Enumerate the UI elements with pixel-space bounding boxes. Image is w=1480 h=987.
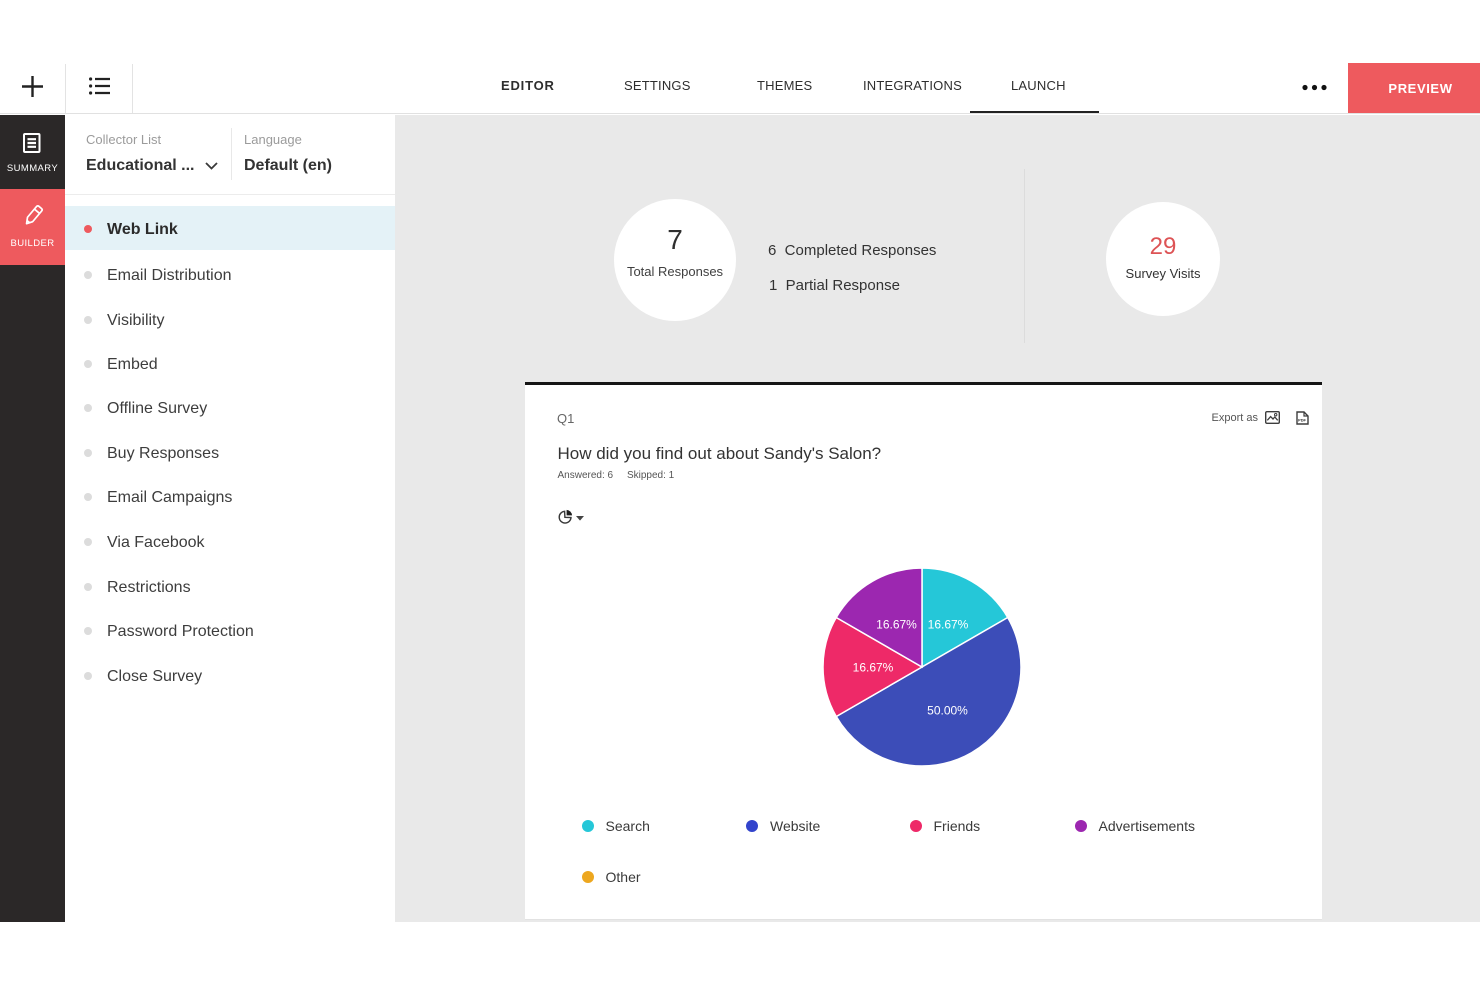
svg-text:16.67%: 16.67% [928,617,969,631]
svg-text:PDF: PDF [1298,417,1306,422]
svg-text:16.67%: 16.67% [853,660,894,674]
svg-text:16.67%: 16.67% [876,617,917,631]
svg-text:50.00%: 50.00% [927,703,968,717]
